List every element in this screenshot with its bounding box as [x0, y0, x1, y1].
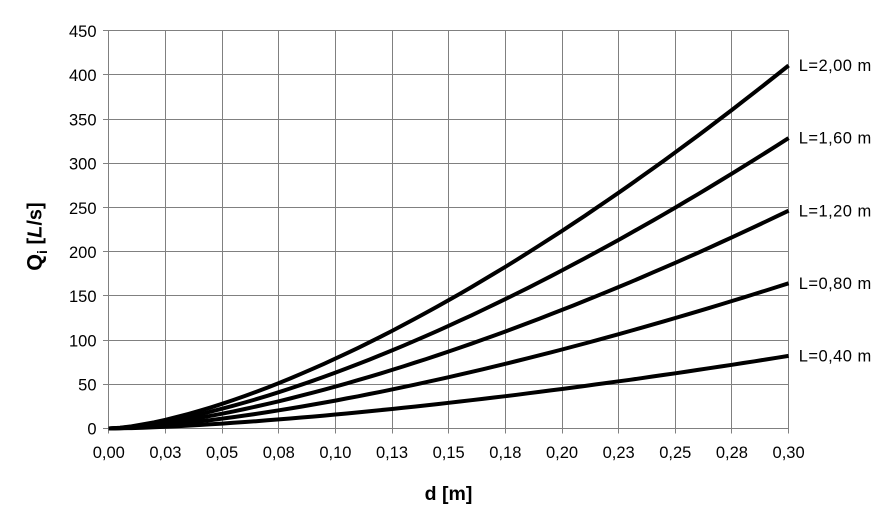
svg-text:d [m]: d [m] — [425, 483, 473, 505]
svg-text:400: 400 — [69, 67, 97, 85]
svg-text:0,00: 0,00 — [93, 444, 125, 462]
svg-text:0,23: 0,23 — [603, 444, 635, 462]
svg-text:L=1,60 m: L=1,60 m — [799, 130, 872, 148]
svg-text:0,15: 0,15 — [433, 444, 465, 462]
svg-text:0,13: 0,13 — [376, 444, 408, 462]
svg-text:0,25: 0,25 — [659, 444, 691, 462]
svg-text:0,10: 0,10 — [319, 444, 351, 462]
svg-text:0,28: 0,28 — [716, 444, 748, 462]
svg-text:150: 150 — [69, 288, 97, 306]
svg-text:0,18: 0,18 — [489, 444, 521, 462]
svg-text:L=0,40 m: L=0,40 m — [799, 347, 872, 365]
svg-text:0,20: 0,20 — [546, 444, 578, 462]
svg-text:0,03: 0,03 — [149, 444, 181, 462]
svg-text:0,08: 0,08 — [263, 444, 295, 462]
svg-text:L=1,20 m: L=1,20 m — [799, 202, 872, 220]
svg-text:L=2,00 m: L=2,00 m — [799, 57, 872, 75]
svg-text:300: 300 — [69, 156, 97, 174]
svg-text:450: 450 — [69, 23, 97, 41]
svg-text:Qi [L/s]: Qi [L/s] — [23, 202, 50, 270]
svg-text:350: 350 — [69, 111, 97, 129]
svg-text:50: 50 — [78, 377, 96, 395]
svg-text:100: 100 — [69, 332, 97, 350]
svg-text:0: 0 — [87, 421, 96, 439]
svg-text:0,30: 0,30 — [773, 444, 805, 462]
svg-text:250: 250 — [69, 200, 97, 218]
svg-text:L=0,80 m: L=0,80 m — [799, 275, 872, 293]
svg-text:200: 200 — [69, 244, 97, 262]
svg-text:0,05: 0,05 — [206, 444, 238, 462]
